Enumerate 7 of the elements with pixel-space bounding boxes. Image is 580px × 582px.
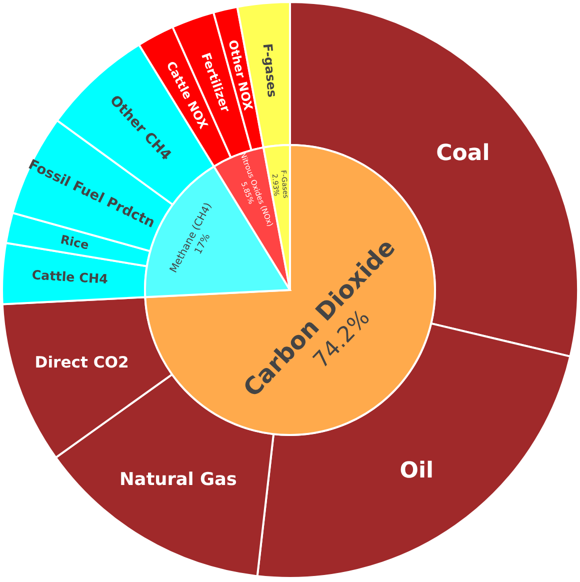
slice-label: Coal — [436, 141, 490, 166]
slice-label: Oil — [400, 458, 434, 484]
slice-label: Direct CO2 — [34, 354, 129, 372]
slice-label: Rice — [59, 232, 90, 252]
slice-label: Cattle CH4 — [31, 267, 108, 287]
slice-label: F-gases — [260, 42, 280, 98]
slice-label: Natural Gas — [120, 470, 237, 490]
